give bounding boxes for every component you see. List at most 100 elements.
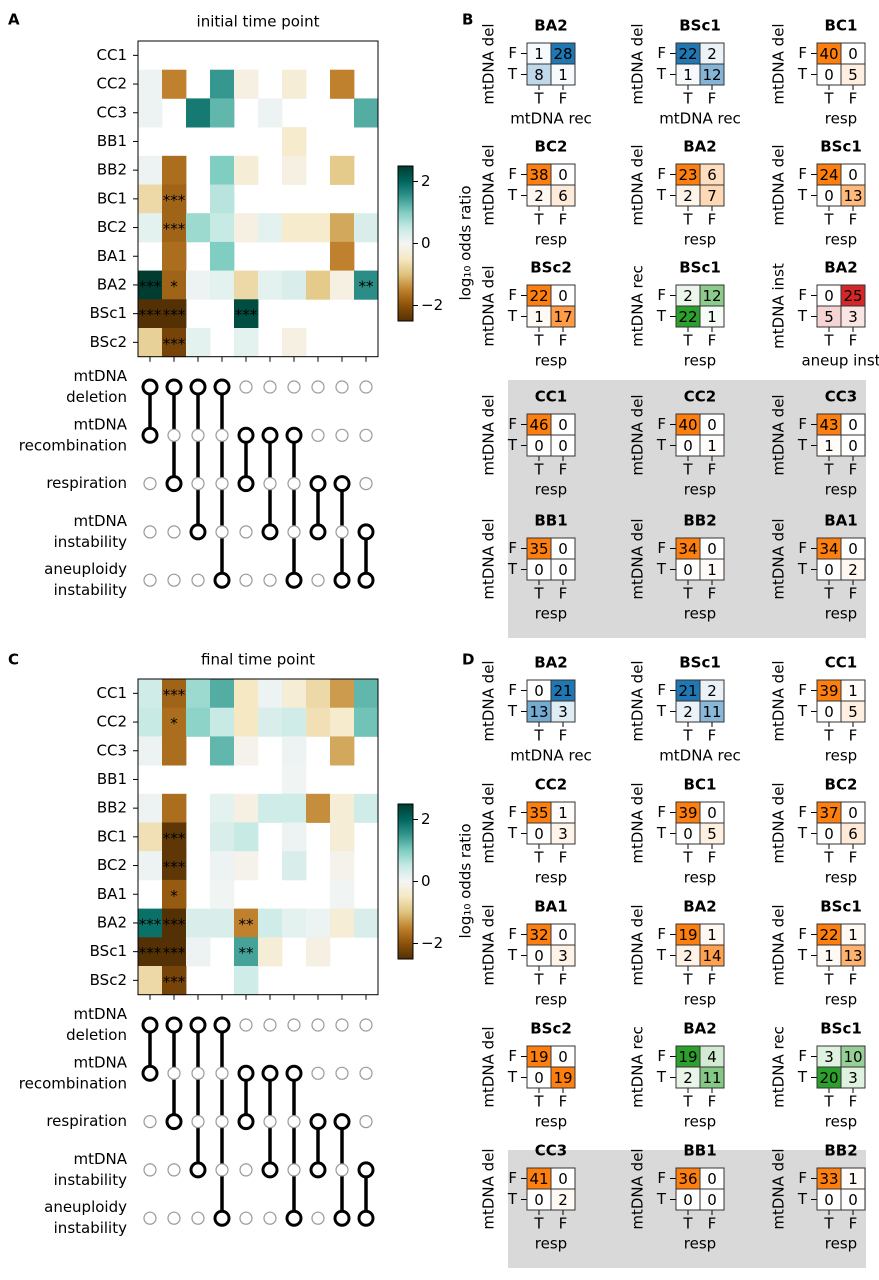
table-ylabel: mtDNA del [770,144,788,225]
cell-value: 1 [558,804,568,822]
heat-cell [186,908,211,938]
heat-cell [162,241,187,271]
row-label: F [798,44,807,62]
table-title: BC2 [825,776,858,794]
significance-stars: *** [235,306,258,324]
cell-value: 22 [529,287,548,305]
table-cell [699,700,725,723]
table-cell [840,1066,866,1089]
cell-value: 0 [558,287,568,305]
row-label: F [657,1047,666,1065]
heat-cell [162,69,187,99]
table-cell [840,63,866,86]
row-label: T [797,946,808,964]
nonmember-dot [311,1066,325,1080]
heat-cell [282,127,307,157]
significance-stars: *** [139,306,162,324]
nonmember-dot [167,428,181,442]
cell-value: 0 [683,561,693,579]
table-ylabel: mtDNA del [480,660,498,741]
col-label: T [823,849,834,867]
row-label: T [797,702,808,720]
table-ylabel: mtDNA del [770,394,788,475]
table-xlabel: resp [535,481,567,499]
panel-label: C [8,651,19,669]
heat-cell [330,879,355,909]
table-cell [699,1188,725,1211]
cell-value: 2 [534,187,544,205]
table-title: BA1 [824,512,857,530]
table-cell [840,184,866,207]
heat-cell [210,879,235,909]
member-dot [357,1161,375,1179]
row-label: F [798,803,807,821]
panel-label: B [462,11,473,29]
member-dot [141,426,159,444]
cell-value: 3 [848,308,858,326]
row-label: T [797,186,808,204]
cell-value: 2 [707,45,717,63]
col-label: F [849,461,858,479]
row-label: F [798,539,807,557]
cell-value: 38 [529,166,548,184]
heat-cell [162,299,187,329]
table-xlabel: resp [825,747,857,765]
table-ylabel: mtDNA del [629,782,647,863]
cell-value: 0 [558,926,568,944]
set-label: instability [54,581,127,599]
set-label: respiration [46,1112,127,1130]
col-label: F [559,90,568,108]
row-label: BB1 [97,132,127,150]
row-label: BB1 [97,770,127,788]
col-label: T [533,1215,544,1233]
heat-cell [282,822,307,852]
row-label: CC1 [97,684,128,702]
table-xlabel: resp [684,991,716,1009]
col-label: F [708,1093,717,1111]
member-dot [261,1064,279,1082]
table-ylabel: mtDNA del [629,660,647,741]
nonmember-dot [239,1018,253,1032]
row-label: CC2 [97,75,128,93]
row-label: T [797,1068,808,1086]
member-dot [261,523,279,541]
cell-value: 3 [558,947,568,965]
heat-cell [162,879,187,909]
nonmember-dot [143,1163,157,1177]
heat-cell [234,908,259,938]
member-dot [237,426,255,444]
heat-cell [162,966,187,996]
cell-value: 1 [848,926,858,944]
table-ylabel: mtDNA del [480,265,498,346]
cell-value: 0 [558,540,568,558]
heat-cell [234,328,259,358]
significance-stars: * [170,715,178,733]
table-xlabel: resp [825,1113,857,1131]
heat-cell [186,937,211,967]
nonmember-dot [239,1163,253,1177]
member-dot [309,523,327,541]
col-label: T [823,1215,834,1233]
table-ylabel: mtDNA del [770,782,788,863]
table-ylabel: mtDNA del [480,394,498,475]
set-label: mtDNA [73,1053,127,1071]
cell-value: 8 [534,66,544,84]
nonmember-dot [191,1114,205,1129]
heat-cell [186,328,211,358]
cell-value: 5 [707,825,717,843]
nonmember-dot [215,1163,229,1177]
cell-value: 0 [534,825,544,843]
heat-cell [306,213,331,243]
cell-value: 10 [843,1048,862,1066]
table-ylabel: mtDNA del [629,394,647,475]
heat-cell [282,736,307,766]
set-label: mtDNA [73,1005,127,1023]
col-label: T [533,585,544,603]
heat-cell [138,822,163,852]
table-cell [699,434,725,457]
cell-value: 25 [843,287,862,305]
cell-value: 0 [558,416,568,434]
cell-value: 41 [529,1170,548,1188]
heat-cell [138,908,163,938]
row-label: BC2 [97,218,127,236]
